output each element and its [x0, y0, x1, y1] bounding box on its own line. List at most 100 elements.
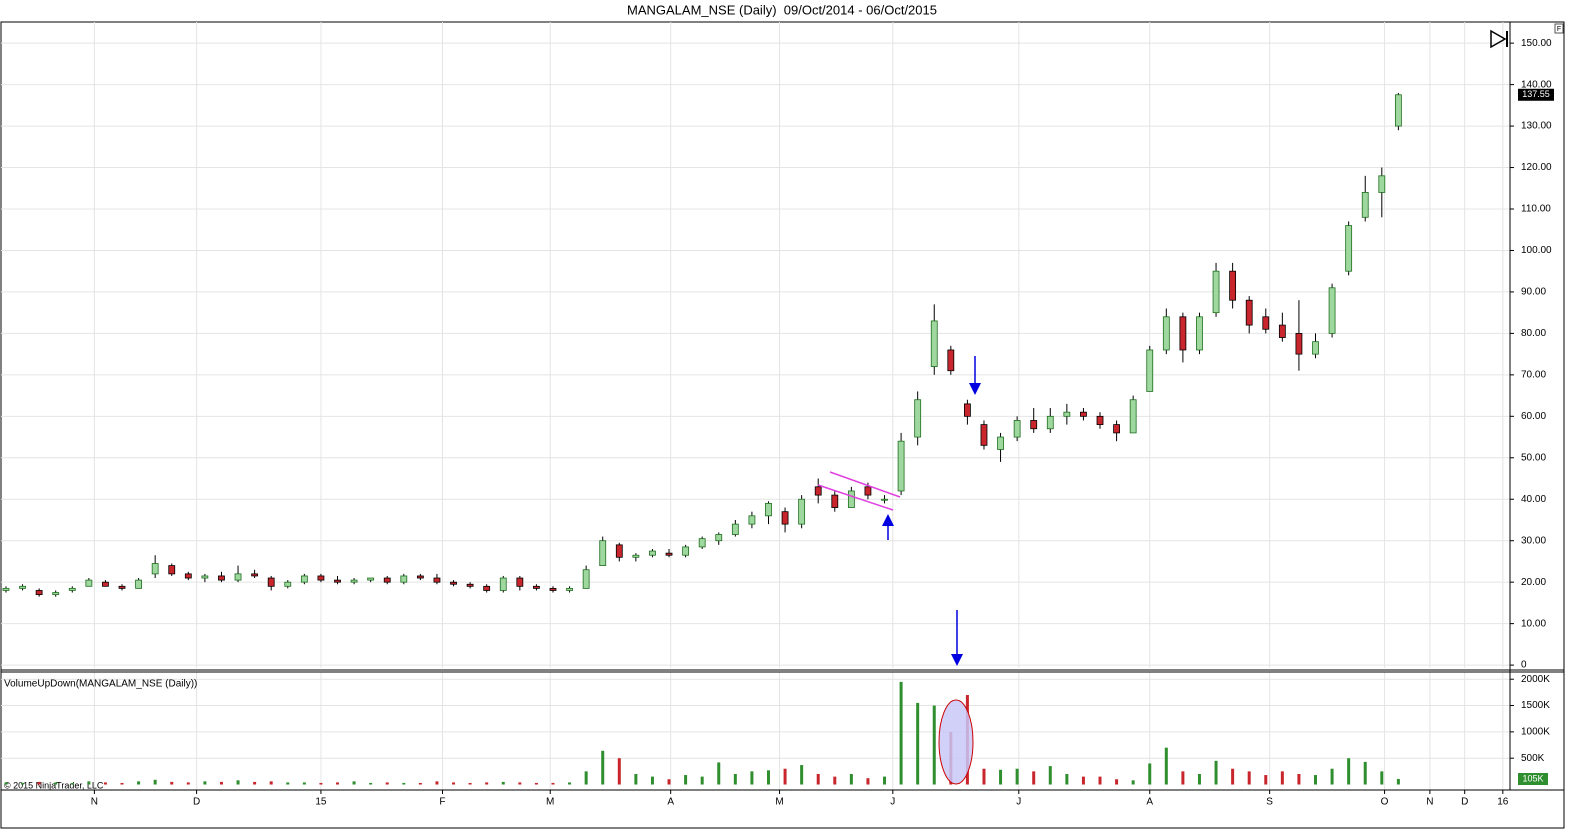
- arrow-head: [969, 383, 981, 395]
- volume-bar: [733, 773, 737, 785]
- volume-bar: [385, 782, 389, 785]
- y-tick-label: 90.00: [1521, 287, 1546, 298]
- candle-body: [19, 585, 26, 589]
- x-tick-label: M: [775, 797, 783, 808]
- candle-body: [450, 581, 457, 585]
- candle-body: [649, 550, 656, 556]
- candle-body: [367, 577, 375, 581]
- candle-body: [1096, 415, 1104, 426]
- volume-bar: [170, 781, 174, 785]
- y-tick-label: 10.00: [1521, 618, 1546, 629]
- volume-bar: [1380, 771, 1384, 785]
- candle-body: [168, 565, 176, 575]
- volume-bar: [219, 781, 223, 785]
- arrow-head: [882, 514, 894, 526]
- y-tick-label: 70.00: [1521, 369, 1546, 380]
- candle-body: [267, 577, 275, 587]
- volume-bar: [70, 782, 74, 785]
- volume-bar: [1214, 760, 1218, 785]
- arrow-head: [951, 654, 963, 666]
- candle-body: [615, 544, 623, 558]
- candle-body: [201, 575, 209, 579]
- marks: [2, 92, 1402, 785]
- volume-bar: [286, 782, 290, 785]
- volume-bar: [1347, 758, 1351, 785]
- candle-body: [334, 579, 341, 583]
- volume-bar: [1181, 771, 1185, 785]
- candle-body: [102, 581, 109, 587]
- volume-tick-label: 1000K: [1521, 727, 1550, 738]
- candle-body: [582, 569, 590, 589]
- candle-body: [466, 583, 474, 587]
- volume-bar: [418, 782, 422, 785]
- y-tick-label: 100.00: [1521, 245, 1552, 256]
- candle-body: [1361, 192, 1369, 218]
- candle-body: [1162, 316, 1170, 351]
- volume-bar: [650, 776, 654, 785]
- candle-body: [483, 585, 491, 591]
- volume-bar: [916, 702, 920, 785]
- volume-bar: [21, 782, 25, 785]
- volume-bar: [236, 780, 240, 785]
- volume-bar: [584, 771, 588, 785]
- volume-bar: [1231, 768, 1235, 785]
- volume-bar: [485, 782, 489, 785]
- volume-bar: [1363, 761, 1367, 785]
- volume-bar: [617, 758, 621, 785]
- candle-body: [300, 575, 308, 583]
- candle-body: [350, 579, 358, 583]
- candle-body: [1212, 270, 1220, 314]
- candle-body: [1295, 332, 1303, 355]
- candle-body: [516, 577, 524, 587]
- candle-body: [1179, 316, 1187, 351]
- y-tick-label: 20.00: [1521, 577, 1546, 588]
- volume-bar: [335, 782, 339, 785]
- chart-title: MANGALAM_NSE (Daily) 09/Oct/2014 - 06/Oc…: [627, 2, 937, 17]
- volume-bar: [766, 770, 770, 785]
- volume-bar: [1015, 768, 1019, 785]
- volume-bar: [568, 782, 572, 785]
- volume-bar: [1164, 747, 1168, 785]
- candle-body: [251, 573, 259, 577]
- candle-body: [864, 486, 872, 496]
- goto-end-icon[interactable]: [1490, 29, 1508, 49]
- candle-body: [566, 587, 573, 591]
- candle-body: [897, 440, 905, 492]
- last-volume-tag: [1518, 772, 1548, 785]
- volume-bar: [1396, 778, 1400, 785]
- candle-body: [1080, 411, 1087, 417]
- x-tick-label: A: [1146, 797, 1153, 808]
- volume-bar: [684, 775, 688, 785]
- volume-bar: [1330, 768, 1334, 785]
- volume-bar: [1297, 773, 1301, 785]
- volume-bar: [103, 782, 107, 785]
- y-tick-label: 150.00: [1521, 38, 1552, 49]
- volume-bar: [849, 773, 853, 785]
- candle-body: [85, 579, 93, 587]
- y-tick-label: 40.00: [1521, 494, 1546, 505]
- volume-bar: [1197, 773, 1201, 785]
- volume-bar: [982, 768, 986, 785]
- x-tick-label: N: [1426, 797, 1433, 808]
- volume-bar: [37, 781, 41, 785]
- last-volume-label: 105K: [1522, 773, 1543, 783]
- candle-body: [549, 587, 557, 591]
- volume-tick-label: 500K: [1521, 753, 1545, 764]
- volume-bar: [866, 778, 870, 785]
- volume-bar: [783, 768, 787, 785]
- candle-body: [980, 424, 988, 446]
- y-tick-label: 110.00: [1521, 204, 1551, 215]
- copyright: © 2015 NinjaTrader, LLC: [4, 780, 104, 790]
- volume-bar: [253, 781, 257, 785]
- y-tick-label: 120.00: [1521, 162, 1552, 173]
- volume-tick-label: 2000K: [1521, 674, 1550, 685]
- candle-body: [831, 494, 839, 508]
- y-tick-label: 140.00: [1521, 79, 1552, 90]
- volume-bar: [551, 782, 555, 785]
- volume-bar: [750, 771, 754, 785]
- candle-body: [2, 587, 10, 591]
- volume-bar: [667, 779, 671, 785]
- candle-body: [1345, 225, 1353, 272]
- candle-body: [632, 554, 640, 558]
- volume-bar: [302, 782, 306, 785]
